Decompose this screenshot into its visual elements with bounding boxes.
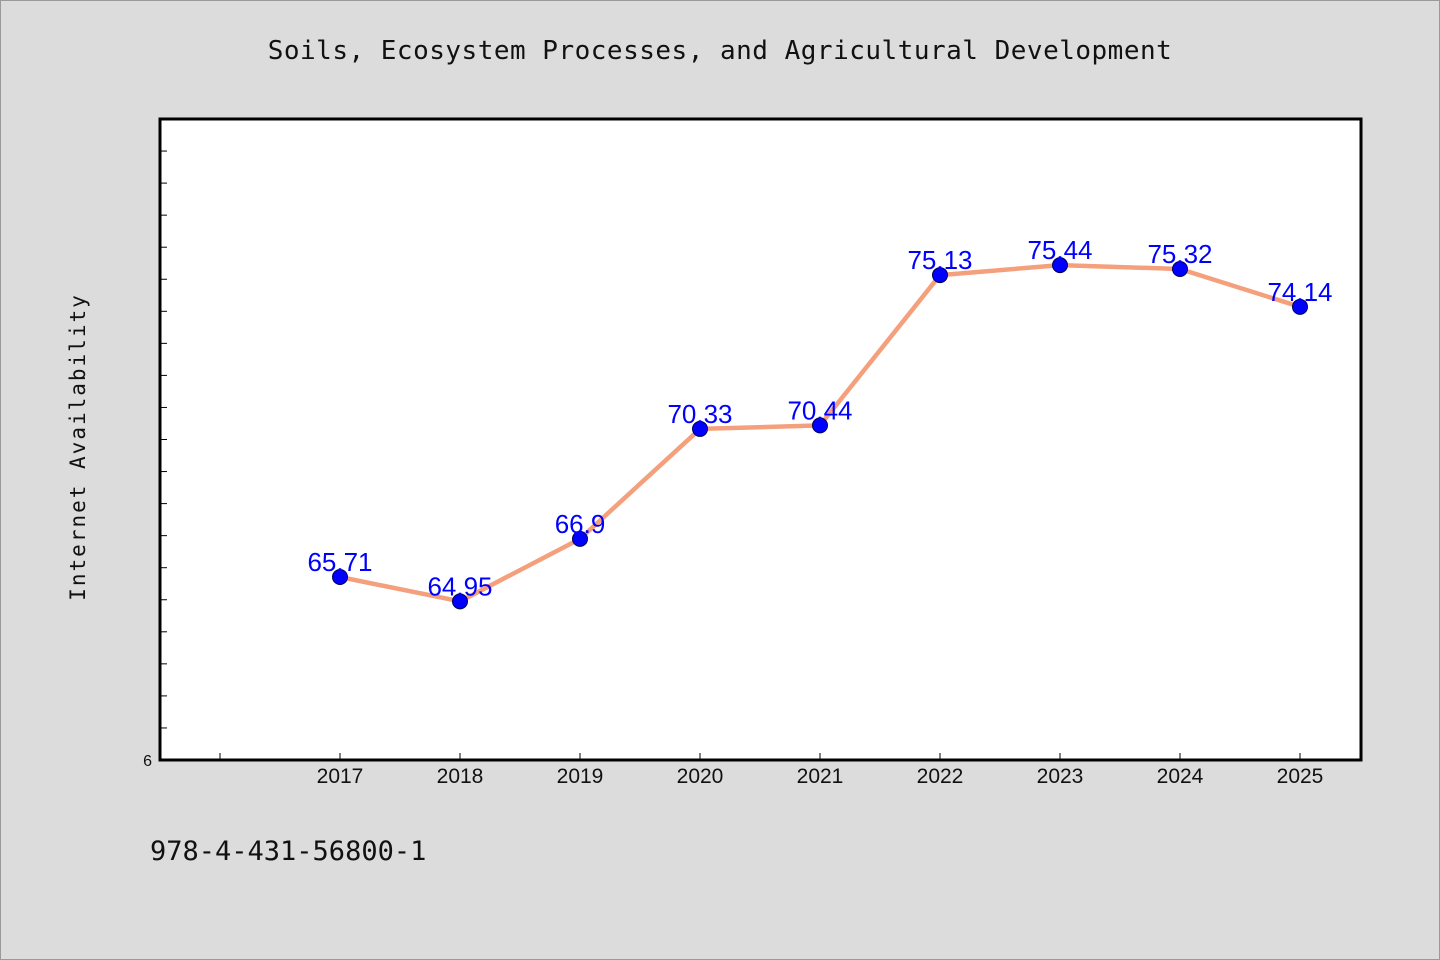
chart-title: Soils, Ecosystem Processes, and Agricult… <box>267 36 1173 66</box>
data-label: 70.33 <box>667 399 732 429</box>
data-point <box>572 530 588 547</box>
data-point <box>452 593 468 610</box>
x-tick-label: 2018 <box>437 765 484 788</box>
data-point <box>812 417 828 434</box>
data-markers <box>332 257 1308 610</box>
plot-area <box>158 117 1363 762</box>
y-tick-label: 6 <box>143 753 152 770</box>
data-label: 75.13 <box>907 245 972 275</box>
x-tick-label: 2023 <box>1037 765 1084 788</box>
data-label: 65.71 <box>307 547 372 577</box>
x-tick-label: 2025 <box>1277 765 1324 788</box>
x-tick-label: 2020 <box>677 765 724 788</box>
x-axis-ticks: 2017 2018 2019 2020 2021 2022 2023 2024 2025 <box>219 753 1324 788</box>
data-label: 70.44 <box>787 395 852 425</box>
footer-isbn: 978-4-431-56800-1 <box>150 836 427 867</box>
data-point <box>332 568 348 585</box>
data-point <box>1172 260 1188 277</box>
data-label: 74.14 <box>1267 277 1332 307</box>
x-tick-label: 2021 <box>797 765 844 788</box>
data-labels: 65.71 64.95 66.9 70.33 70.44 75.13 75.44 75.32 7… <box>307 235 1332 601</box>
x-tick-label: 2024 <box>1157 765 1204 788</box>
data-label: 66.9 <box>555 509 606 539</box>
y-axis-ticks: 6 <box>143 150 167 770</box>
data-point <box>1292 298 1308 315</box>
data-point <box>932 267 948 284</box>
x-tick-label: 2019 <box>557 765 604 788</box>
data-label: 75.44 <box>1027 235 1092 265</box>
data-label: 75.32 <box>1147 239 1212 269</box>
data-point <box>692 420 708 437</box>
x-tick-label: 2022 <box>917 765 964 788</box>
data-point <box>1052 257 1068 274</box>
data-label: 64.95 <box>427 571 492 601</box>
x-tick-label: 2017 <box>317 765 364 788</box>
